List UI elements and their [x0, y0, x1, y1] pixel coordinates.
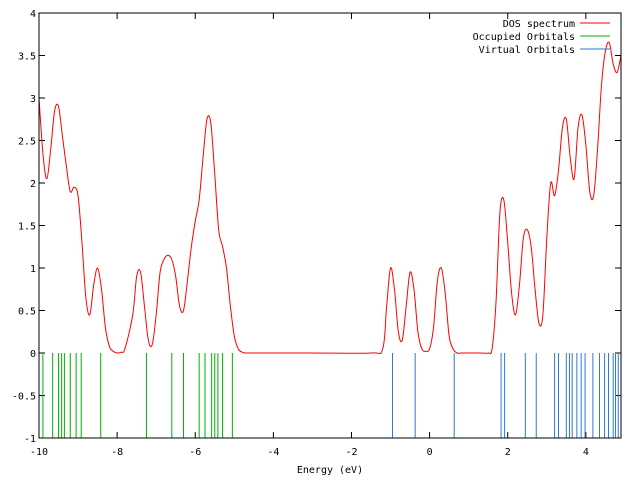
x-tick-label: 2	[505, 447, 511, 458]
x-tick-label: -4	[267, 447, 279, 458]
x-tick-label: -6	[189, 447, 201, 458]
plot-frame	[38, 12, 622, 439]
x-tick-label: 4	[583, 447, 589, 458]
x-tick-label: -10	[30, 447, 48, 458]
y-tick-label: 0.5	[18, 307, 36, 318]
orbital-sticks	[42, 353, 619, 438]
y-tick-label: 1	[30, 264, 36, 275]
x-tick-label: -8	[111, 447, 123, 458]
y-tick-label: 2.5	[18, 137, 36, 148]
x-axis-label: Energy (eV)	[297, 465, 363, 476]
legend-label: Occupied Orbitals	[473, 32, 575, 43]
y-tick-label: 1.5	[18, 222, 36, 233]
y-tick-label: 2	[30, 179, 36, 190]
legend-label: Virtual Orbitals	[479, 45, 575, 56]
axis-ticks	[38, 12, 621, 439]
legend-label: DOS spectrum	[503, 19, 575, 30]
y-tick-label: 3	[30, 94, 36, 105]
legend: DOS spectrum Occupied Orbitals Virtual Orb…	[473, 19, 610, 56]
tick-labels: -10 -8 -6 -4 -2 0 2 4 -1 -0.5 0 0.5 1 1.5 2 2.5 3 3.5 4	[12, 9, 589, 458]
y-tick-label: 0	[30, 349, 36, 360]
y-tick-label: -0.5	[12, 392, 36, 403]
dos-spectrum-line	[38, 41, 622, 355]
x-tick-label: 0	[427, 447, 433, 458]
y-tick-label: 4	[30, 9, 36, 20]
y-tick-label: 3.5	[18, 52, 36, 63]
x-tick-label: -2	[345, 447, 357, 458]
dos-curve-layer	[38, 41, 622, 355]
y-tick-label: -1	[24, 434, 36, 445]
